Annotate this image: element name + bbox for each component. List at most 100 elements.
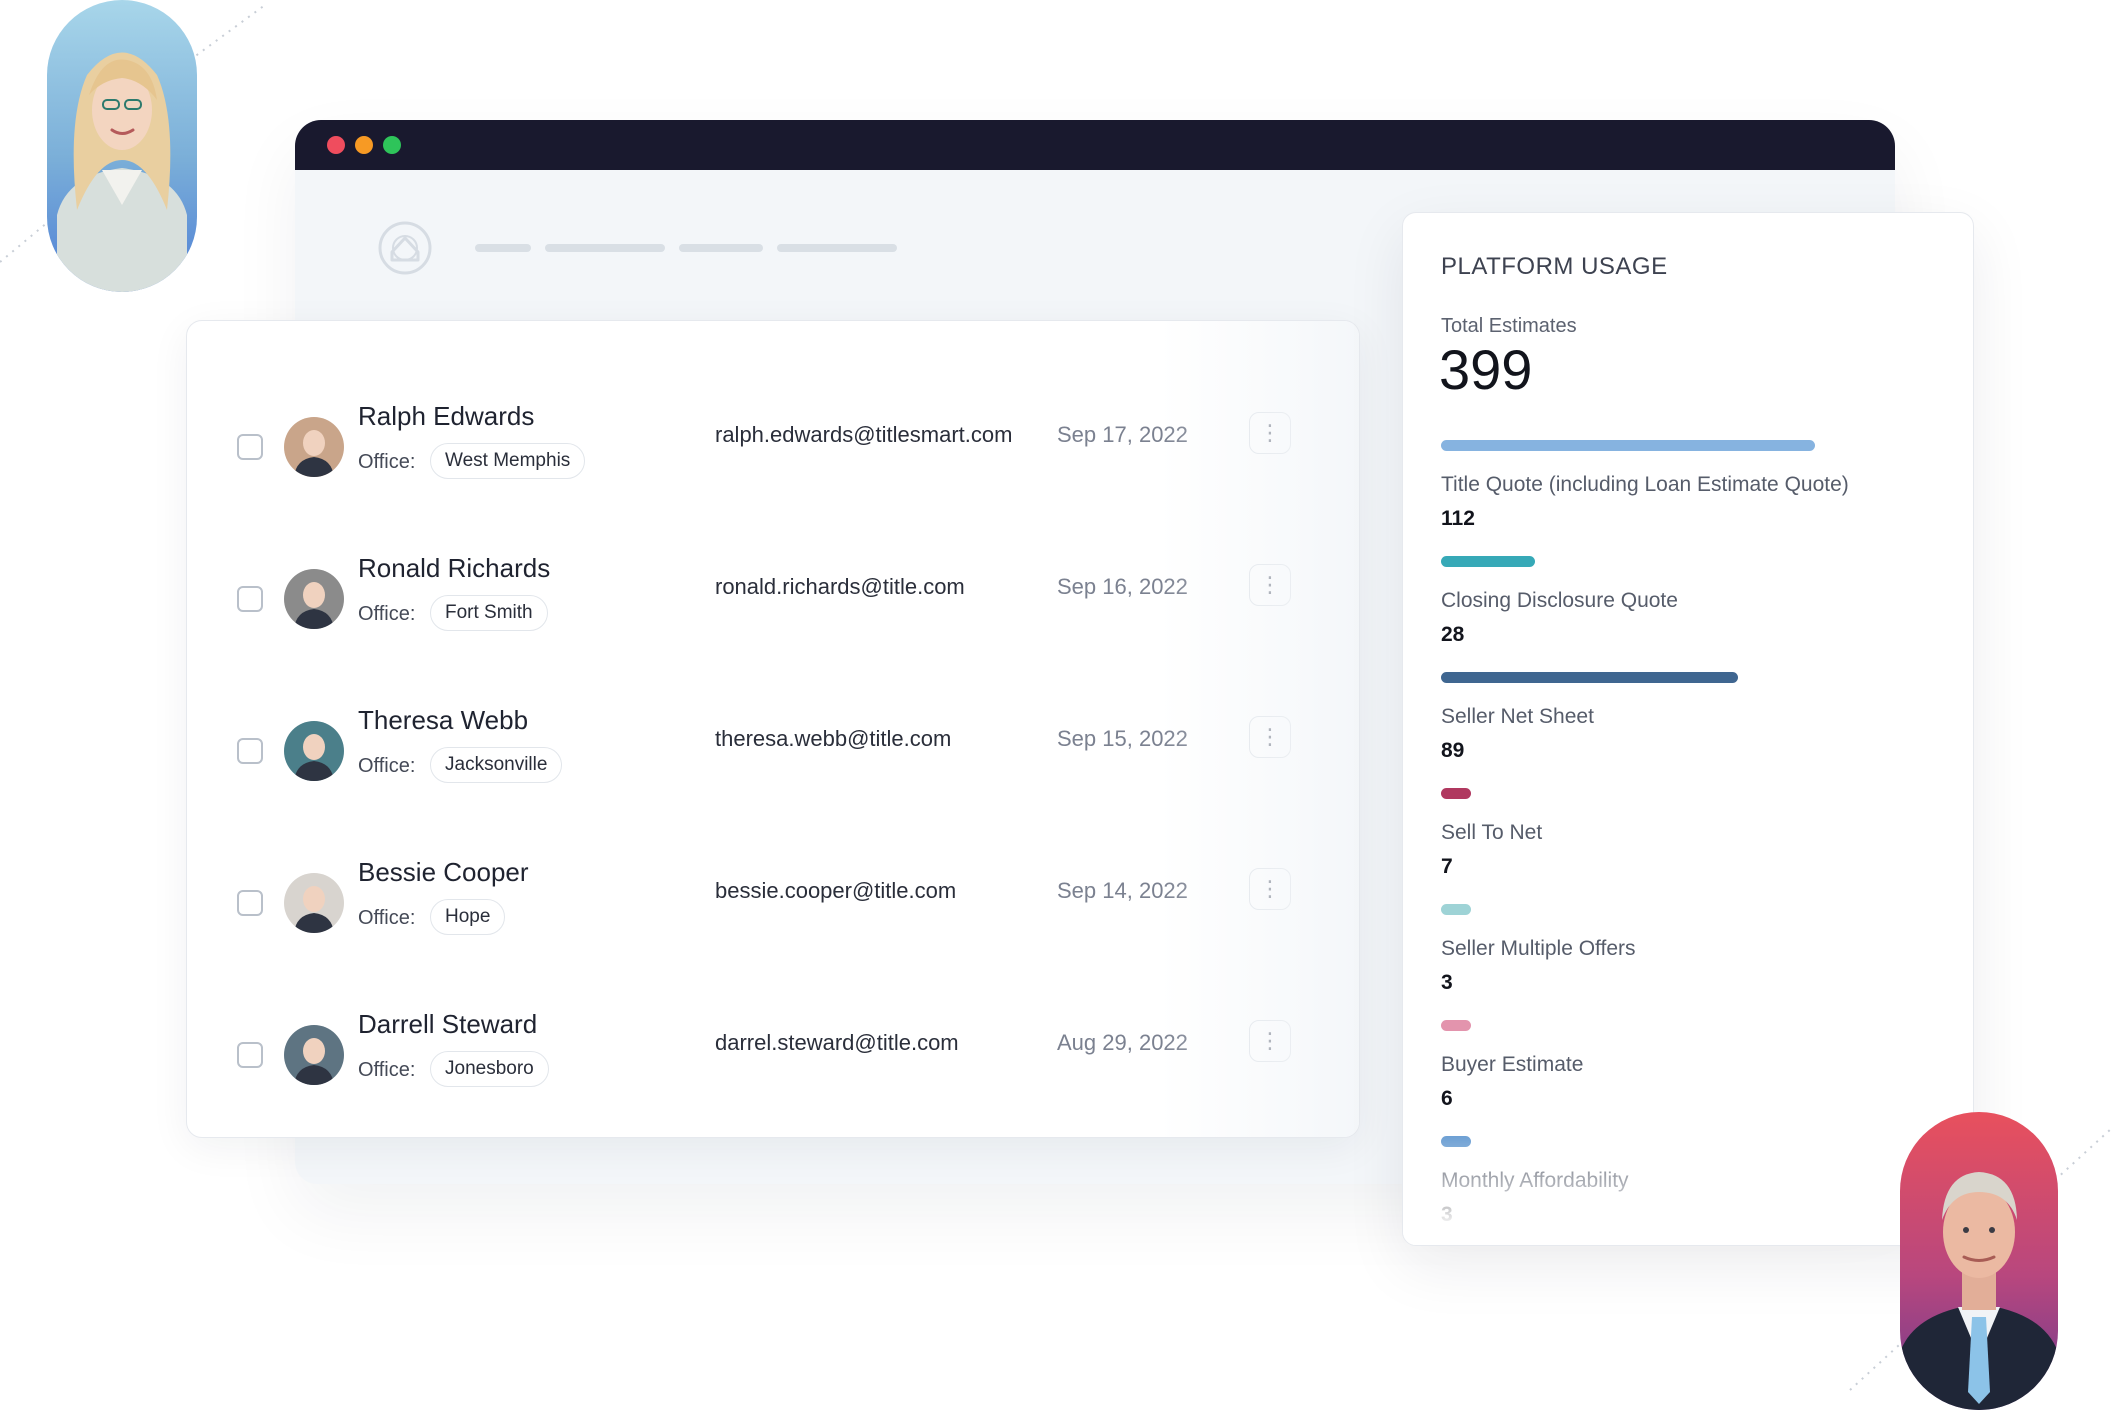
- maximize-window-dot[interactable]: [383, 136, 401, 154]
- user-date: Aug 29, 2022: [1057, 1030, 1188, 1055]
- user-name[interactable]: Ralph Edwards: [358, 401, 535, 431]
- user-name[interactable]: Ronald Richards: [358, 553, 551, 583]
- user-date: Sep 15, 2022: [1057, 726, 1188, 751]
- office-label: Office:: [358, 907, 416, 929]
- platform-usage-panel: PLATFORM USAGE Total Estimates 399 Title…: [1402, 212, 1974, 1246]
- man-portrait-icon: [1900, 1172, 2058, 1410]
- user-name[interactable]: Darrell Steward: [358, 1009, 538, 1039]
- top-navigation: [377, 220, 897, 276]
- office-badge: Hope: [430, 899, 506, 935]
- avatar-person-icon: [284, 569, 344, 629]
- office-label: Office:: [358, 1059, 416, 1081]
- user-date: Sep 14, 2022: [1057, 878, 1188, 903]
- usage-metric-label: Monthly Affordability: [1441, 1169, 1629, 1192]
- kebab-menu-icon: ⋮: [1259, 876, 1281, 901]
- user-row[interactable]: Darrell Steward Office: Jonesboro darrel…: [187, 991, 1359, 1091]
- more-options-button[interactable]: ⋮: [1249, 1020, 1291, 1062]
- user-select-checkbox[interactable]: [237, 586, 263, 612]
- user-row[interactable]: Theresa Webb Office: Jacksonville theres…: [187, 687, 1359, 787]
- user-date: Sep 16, 2022: [1057, 574, 1188, 599]
- usage-metric-value: 3: [1441, 1203, 1453, 1226]
- woman-portrait-icon: [57, 52, 187, 292]
- user-row[interactable]: Bessie Cooper Office: Hope bessie.cooper…: [187, 839, 1359, 939]
- user-email[interactable]: theresa.webb@title.com: [715, 726, 952, 751]
- office-label: Office:: [358, 451, 416, 473]
- user-avatar: [284, 569, 344, 629]
- nav-placeholder-4[interactable]: [777, 244, 897, 252]
- usage-metric-value: 6: [1441, 1087, 1453, 1110]
- office-badge: Jonesboro: [430, 1051, 549, 1087]
- usage-metric: Buyer Estimate 6: [1441, 1020, 1583, 1111]
- close-window-dot[interactable]: [327, 136, 345, 154]
- nav-placeholder-2[interactable]: [545, 244, 665, 252]
- usage-metric-bar: [1441, 788, 1471, 799]
- office-badge: Jacksonville: [430, 747, 563, 783]
- more-options-button[interactable]: ⋮: [1249, 412, 1291, 454]
- usage-metric: Seller Net Sheet 89: [1441, 672, 1739, 763]
- more-options-button[interactable]: ⋮: [1249, 868, 1291, 910]
- usage-metric-bar: [1441, 1136, 1471, 1147]
- office-label: Office:: [358, 603, 416, 625]
- usage-metric-label: Sell To Net: [1441, 821, 1543, 844]
- office-badge: West Memphis: [430, 443, 586, 479]
- usage-metric-label: Seller Net Sheet: [1441, 705, 1594, 728]
- usage-metric-value: 28: [1441, 623, 1465, 646]
- avatar-person-icon: [284, 1025, 344, 1085]
- usage-metric-label: Closing Disclosure Quote: [1441, 589, 1678, 612]
- user-email[interactable]: ralph.edwards@titlesmart.com: [715, 422, 1013, 447]
- user-select-checkbox[interactable]: [237, 738, 263, 764]
- user-email[interactable]: ronald.richards@title.com: [715, 574, 965, 599]
- usage-metric-bar: [1441, 1020, 1471, 1031]
- user-avatar: [284, 873, 344, 933]
- user-avatar: [284, 1025, 344, 1085]
- usage-metric-label: Buyer Estimate: [1441, 1053, 1584, 1076]
- minimize-window-dot[interactable]: [355, 136, 373, 154]
- user-date: Sep 17, 2022: [1057, 422, 1188, 447]
- user-row[interactable]: Ronald Richards Office: Fort Smith ronal…: [187, 535, 1359, 635]
- user-avatar: [284, 721, 344, 781]
- usage-metric-value: 3: [1441, 971, 1453, 994]
- usage-metric-bar: [1441, 556, 1535, 567]
- usage-metric: Sell To Net 7: [1441, 788, 1542, 879]
- usage-metric: Seller Multiple Offers 3: [1441, 904, 1636, 995]
- usage-metric-bar: [1441, 672, 1739, 683]
- window-titlebar: [295, 120, 1895, 170]
- user-row[interactable]: Ralph Edwards Office: West Memphis ralph…: [187, 383, 1359, 483]
- nav-placeholder-3[interactable]: [679, 244, 763, 252]
- profile-photo-woman: [47, 0, 197, 292]
- usage-metric-value: 112: [1441, 507, 1475, 530]
- user-email[interactable]: bessie.cooper@title.com: [715, 878, 957, 903]
- usage-metric-label: Seller Multiple Offers: [1441, 937, 1636, 960]
- avatar-person-icon: [284, 873, 344, 933]
- user-avatar: [284, 417, 344, 477]
- more-options-button[interactable]: ⋮: [1249, 716, 1291, 758]
- usage-metric-bar: [1441, 440, 1815, 451]
- platform-usage-title: PLATFORM USAGE: [1441, 253, 1668, 280]
- office-label: Office:: [358, 755, 416, 777]
- avatar-person-icon: [284, 721, 344, 781]
- avatar-person-icon: [284, 417, 344, 477]
- kebab-menu-icon: ⋮: [1259, 420, 1281, 445]
- user-name[interactable]: Bessie Cooper: [358, 857, 529, 887]
- usage-metric-value: 7: [1441, 855, 1453, 878]
- usage-metric-label: Title Quote (including Loan Estimate Quo…: [1441, 473, 1849, 496]
- user-select-checkbox[interactable]: [237, 434, 263, 460]
- user-email[interactable]: darrel.steward@title.com: [715, 1030, 959, 1055]
- usage-metric-bar: [1441, 904, 1471, 915]
- profile-photo-man: [1900, 1112, 2058, 1410]
- usage-metric-value: 89: [1441, 739, 1465, 762]
- user-select-checkbox[interactable]: [237, 1042, 263, 1068]
- usage-metric: Title Quote (including Loan Estimate Quo…: [1441, 440, 1849, 531]
- nav-placeholder-1[interactable]: [475, 244, 531, 252]
- home-logo-icon[interactable]: [377, 220, 433, 276]
- usage-metric: Closing Disclosure Quote 28: [1441, 556, 1678, 647]
- user-name[interactable]: Theresa Webb: [358, 705, 529, 735]
- users-list-card: Ralph Edwards Office: West Memphis ralph…: [186, 320, 1360, 1138]
- kebab-menu-icon: ⋮: [1259, 1028, 1281, 1053]
- kebab-menu-icon: ⋮: [1259, 572, 1281, 597]
- user-select-checkbox[interactable]: [237, 890, 263, 916]
- total-estimates-value: 399: [1439, 338, 1533, 401]
- office-badge: Fort Smith: [430, 595, 548, 631]
- kebab-menu-icon: ⋮: [1259, 724, 1281, 749]
- more-options-button[interactable]: ⋮: [1249, 564, 1291, 606]
